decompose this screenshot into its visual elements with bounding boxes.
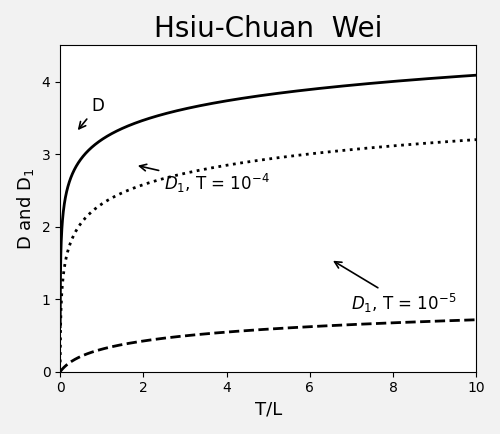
Text: $D_1$, T = $10^{-5}$: $D_1$, T = $10^{-5}$ xyxy=(334,262,456,315)
Title: Hsiu-Chuan  Wei: Hsiu-Chuan Wei xyxy=(154,15,382,43)
Y-axis label: D and D$_1$: D and D$_1$ xyxy=(15,168,36,250)
Text: D: D xyxy=(79,97,104,129)
X-axis label: T/L: T/L xyxy=(254,401,282,419)
Text: $D_1$, T = $10^{-4}$: $D_1$, T = $10^{-4}$ xyxy=(140,164,270,195)
